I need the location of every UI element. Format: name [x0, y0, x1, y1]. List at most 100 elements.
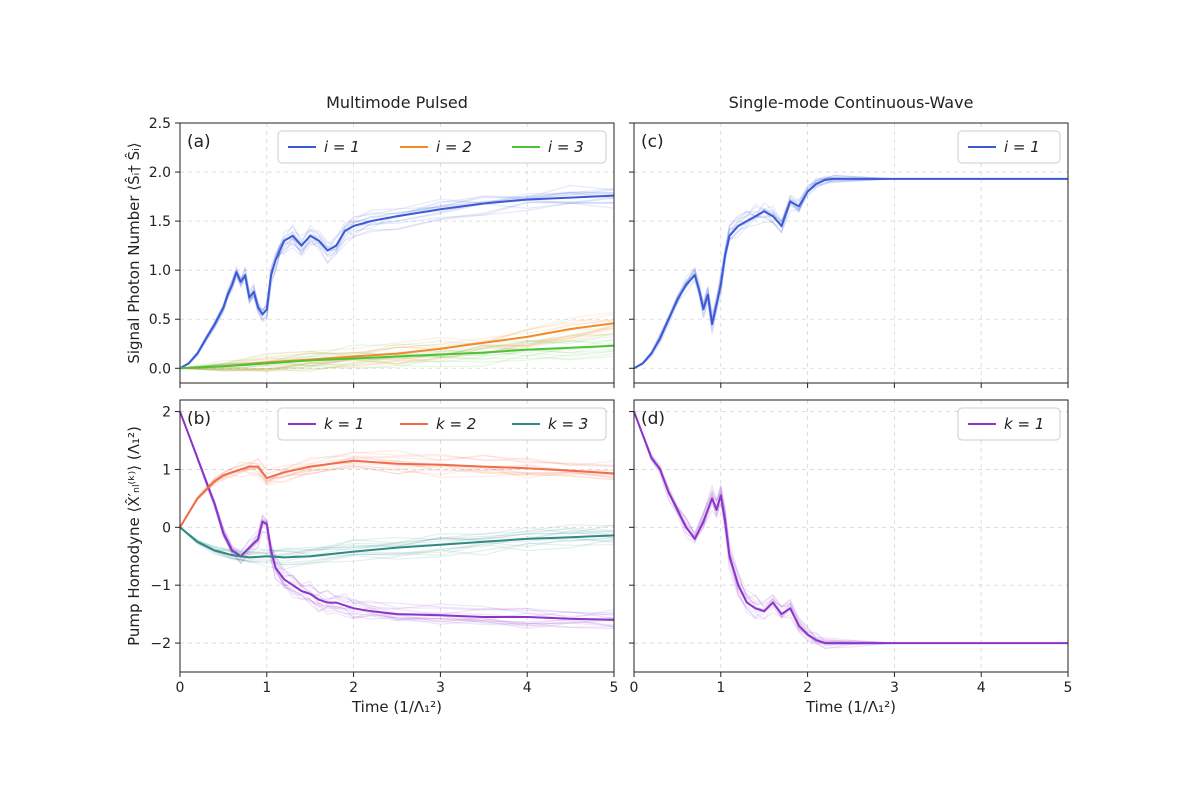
y-tick-label: 0	[162, 520, 171, 536]
x-tick-label: 2	[803, 680, 812, 696]
x-axis-label: Time (1/Λ₁²)	[351, 698, 442, 716]
trajectory-sample	[633, 174, 1068, 369]
trajectory-sample	[633, 178, 1068, 369]
trajectory-sample	[179, 327, 615, 372]
trajectory-sample	[179, 350, 615, 370]
legend-entry: i = 1	[1004, 138, 1040, 156]
trajectory-sample	[179, 336, 615, 369]
y-tick-label: 1.0	[149, 263, 171, 279]
trajectory-sample	[179, 526, 615, 566]
trajectory-sample	[179, 526, 615, 554]
y-axis-label: Signal Photon Number ⟨Ŝᵢ† Ŝᵢ⟩	[124, 142, 143, 363]
x-tick-label: 1	[262, 680, 271, 696]
trajectory-sample	[179, 331, 615, 370]
panel-b: 0 1 2 3 4 5 −2 −1 0 1 2 Pump Homodyne ⟨X̂′ₙₗ⁽ᵏ⁾⟩ (Λ…	[124, 399, 619, 716]
x-tick-label: 5	[610, 680, 619, 696]
trajectory-sample	[633, 178, 1068, 369]
trajectory-sample	[179, 324, 615, 370]
trajectory-sample	[633, 178, 1068, 369]
legend-entry: i = 1	[324, 138, 360, 156]
trajectory-sample	[179, 201, 615, 369]
series-line-b-2	[179, 459, 615, 528]
series-line-a-1	[179, 194, 615, 370]
trajectory-sample	[179, 464, 615, 528]
trajectory-sample	[633, 411, 1068, 650]
y-tick-label: 2	[162, 405, 171, 421]
trajectory-sample	[179, 354, 615, 371]
legend-entry: i = 2	[436, 138, 472, 156]
x-tick-label: 0	[630, 680, 639, 696]
trajectory-sample	[633, 411, 1068, 644]
legend	[277, 130, 607, 164]
y-tick-label: 0.0	[149, 361, 171, 377]
trajectory-sample	[179, 188, 615, 369]
trajectory-sample	[633, 411, 1068, 644]
trajectory-sample	[633, 175, 1068, 369]
trajectory-sample	[179, 411, 615, 630]
right-column-title: Single-mode Continuous-Wave	[729, 93, 974, 112]
trajectory-sample	[179, 318, 615, 369]
legend-entry: k = 1	[324, 415, 364, 433]
x-tick-label: 4	[523, 680, 532, 696]
x-tick-label: 2	[349, 680, 358, 696]
trajectory-sample	[633, 177, 1068, 369]
series-line-b-1	[179, 411, 615, 621]
series-line-c-1	[633, 177, 1068, 370]
legend-entry: k = 3	[548, 415, 588, 433]
x-tick-label: 3	[436, 680, 445, 696]
panel-a: 0.0 0.5 1.0 1.5 2.0 2.5 Signal Photon Number ⟨…	[124, 116, 615, 388]
panel-label: (d)	[641, 409, 665, 429]
y-tick-label: −1	[150, 578, 171, 594]
trajectory-sample	[633, 177, 1068, 369]
trajectory-sample	[633, 178, 1068, 369]
trajectory-sample	[179, 334, 615, 369]
x-axis-label: Time (1/Λ₁²)	[805, 698, 896, 716]
trajectory-sample	[179, 524, 615, 554]
trajectory-sample	[633, 177, 1068, 369]
legend	[957, 130, 1061, 164]
plot-frame	[179, 399, 615, 673]
legend	[277, 407, 607, 441]
series-line-d-1	[633, 411, 1068, 645]
trajectory-sample	[179, 320, 615, 369]
trajectory-sample	[179, 526, 615, 559]
trajectory-sample	[179, 411, 615, 621]
plot-frame	[633, 399, 1069, 673]
plot-frame	[179, 122, 615, 384]
trajectory-sample	[633, 178, 1068, 369]
trajectory-sample	[179, 201, 615, 369]
trajectory-sample	[179, 411, 615, 625]
trajectory-sample	[633, 177, 1068, 369]
y-tick-label: 2.0	[149, 165, 171, 181]
trajectory-sample	[179, 324, 615, 373]
trajectory-sample	[179, 465, 615, 528]
panel-c: (c) i = 1	[629, 122, 1069, 388]
trajectory-sample	[179, 411, 615, 616]
y-tick-label: −2	[150, 636, 171, 652]
trajectory-sample	[179, 325, 615, 370]
trajectory-sample	[179, 526, 615, 566]
trajectory-sample	[179, 411, 615, 628]
trajectory-sample	[179, 333, 615, 369]
x-tick-label: 0	[176, 680, 185, 696]
trajectory-sample	[633, 174, 1068, 369]
trajectory-sample	[179, 313, 615, 369]
series-line-b-3	[179, 526, 615, 559]
x-tick-label: 3	[890, 680, 899, 696]
trajectory-sample	[179, 329, 615, 373]
trajectory-sample	[179, 526, 615, 570]
x-tick-label: 1	[716, 680, 725, 696]
trajectory-sample	[633, 175, 1068, 369]
panel-label: (c)	[641, 132, 664, 152]
trajectory-sample	[179, 526, 615, 559]
trajectory-sample	[179, 350, 615, 370]
y-axis-label: Pump Homodyne ⟨X̂′ₙₗ⁽ᵏ⁾⟩ (Λ₁²)	[124, 426, 143, 646]
plot-frame	[633, 122, 1069, 384]
trajectory-sample	[179, 526, 615, 564]
panel-label: (b)	[187, 409, 211, 429]
x-tick-label: 5	[1064, 680, 1073, 696]
trajectory-sample	[179, 411, 615, 627]
x-tick-label: 4	[977, 680, 986, 696]
trajectory-sample	[179, 411, 615, 623]
